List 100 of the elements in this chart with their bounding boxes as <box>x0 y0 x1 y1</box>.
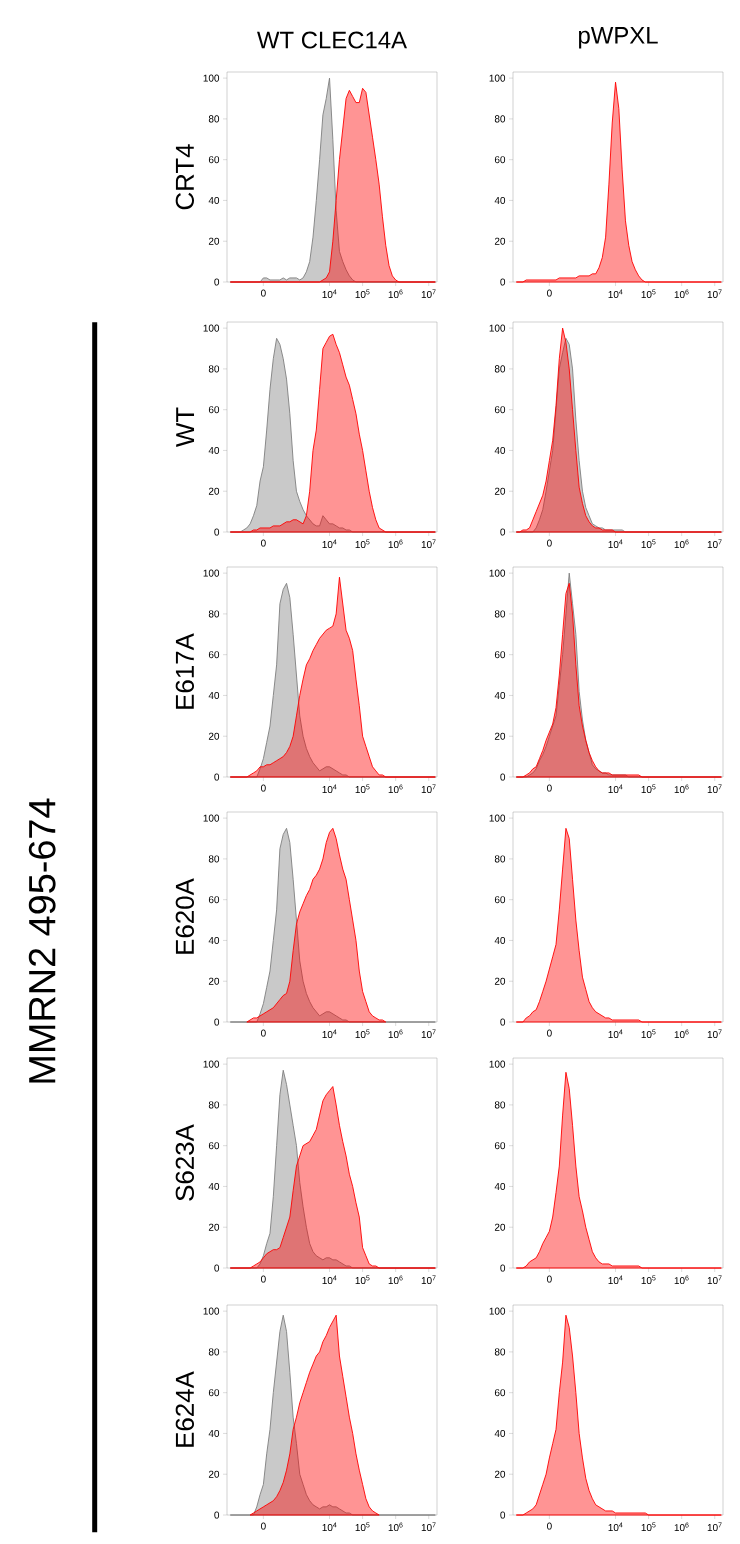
y-tick-label: 100 <box>489 324 506 332</box>
x-tick-label: 10$^{5}$ <box>355 784 370 794</box>
y-tick-label: 100 <box>203 74 220 82</box>
y-tick-label: 60 <box>208 896 220 904</box>
y-tick-label: 60 <box>208 156 220 164</box>
x-tick-label: 10$^{5}$ <box>641 784 656 794</box>
x-tick-label: 10$^{7}$ <box>421 289 436 299</box>
x-tick-label: 10$^{7}$ <box>707 1029 722 1039</box>
y-axis-title: S623A <box>175 1124 195 1201</box>
y-tick-label: 20 <box>208 487 220 495</box>
text: MMRN2 495-674 <box>28 798 56 1083</box>
x-tick-label: 10$^{6}$ <box>674 289 689 299</box>
y-tick-label: 80 <box>208 855 220 863</box>
y-tick-label: 60 <box>494 1389 506 1397</box>
x-tick-label: 0 <box>547 1275 552 1283</box>
y-tick-label: 0 <box>500 773 506 781</box>
x-tick-label: 10$^{5}$ <box>641 1522 656 1532</box>
x-tick-label: 10$^{6}$ <box>388 289 403 299</box>
y-tick-label: 60 <box>494 406 506 414</box>
y-tick-label: 60 <box>494 1142 506 1150</box>
y-tick-label: 100 <box>489 814 506 822</box>
y-tick-label: 0 <box>500 1511 506 1519</box>
x-tick-label: 10$^{6}$ <box>674 539 689 549</box>
y-axis-title: E617A <box>175 633 195 709</box>
y-axis-title: WT <box>176 407 195 448</box>
x-tick-label: 10$^{6}$ <box>388 1275 403 1285</box>
x-tick-label: 10$^{5}$ <box>641 1275 656 1285</box>
x-tick-label: 10$^{7}$ <box>421 784 436 794</box>
y-tick-label: 80 <box>208 610 220 618</box>
y-tick-label: 0 <box>214 1018 220 1026</box>
x-tick-label: 10$^{6}$ <box>674 1275 689 1285</box>
x-tick-label: 0 <box>547 289 552 297</box>
y-tick-label: 100 <box>489 1307 506 1315</box>
x-tick-label: 10$^{7}$ <box>421 1522 436 1532</box>
y-tick-label: 40 <box>494 691 506 699</box>
x-tick-label: 10$^{4}$ <box>608 1522 623 1532</box>
y-tick-label: 40 <box>494 1429 506 1437</box>
x-tick-label: 10$^{5}$ <box>641 1029 656 1039</box>
x-tick-label: 10$^{7}$ <box>707 1522 722 1532</box>
x-tick-label: 0 <box>261 289 266 297</box>
y-tick-label: 40 <box>208 691 220 699</box>
x-tick-label: 10$^{5}$ <box>641 539 656 549</box>
x-tick-label: 10$^{7}$ <box>707 289 722 299</box>
y-tick-label: 80 <box>494 1101 506 1109</box>
x-tick-label: 10$^{7}$ <box>707 784 722 794</box>
y-tick-label: 60 <box>208 406 220 414</box>
y-tick-label: 100 <box>203 324 220 332</box>
y-tick-label: 0 <box>214 1511 220 1519</box>
y-tick-label: 0 <box>214 773 220 781</box>
y-tick-label: 40 <box>208 1182 220 1190</box>
x-tick-label: 10$^{4}$ <box>608 1275 623 1285</box>
x-tick-label: 0 <box>547 784 552 792</box>
x-tick-label: 10$^{5}$ <box>355 1275 370 1285</box>
x-tick-label: 10$^{7}$ <box>421 1029 436 1039</box>
x-tick-label: 0 <box>261 539 266 547</box>
y-tick-label: 100 <box>489 1060 506 1068</box>
y-tick-label: 40 <box>494 446 506 454</box>
y-tick-label: 80 <box>494 1348 506 1356</box>
x-tick-label: 10$^{4}$ <box>608 289 623 299</box>
x-tick-label: 10$^{4}$ <box>322 289 337 299</box>
y-tick-label: 80 <box>494 365 506 373</box>
x-tick-label: 0 <box>547 539 552 547</box>
x-tick-label: 0 <box>261 1029 266 1037</box>
x-tick-label: 0 <box>547 1029 552 1037</box>
y-tick-label: 20 <box>208 237 220 245</box>
y-tick-label: 20 <box>494 732 506 740</box>
y-tick-label: 60 <box>208 1389 220 1397</box>
y-tick-label: 60 <box>208 651 220 659</box>
y-tick-label: 20 <box>494 237 506 245</box>
x-tick-label: 10$^{4}$ <box>322 1522 337 1532</box>
y-tick-label: 20 <box>494 1470 506 1478</box>
y-tick-label: 80 <box>208 1348 220 1356</box>
x-tick-label: 10$^{7}$ <box>707 1275 722 1285</box>
y-tick-label: 100 <box>489 74 506 82</box>
y-tick-label: 40 <box>494 1182 506 1190</box>
chart-title: pWPXL <box>579 27 658 49</box>
x-tick-label: 10$^{4}$ <box>322 784 337 794</box>
y-tick-label: 100 <box>203 814 220 822</box>
y-tick-label: 60 <box>208 1142 220 1150</box>
x-tick-label: 10$^{6}$ <box>674 1522 689 1532</box>
x-tick-label: 10$^{4}$ <box>322 1275 337 1285</box>
x-tick-label: 10$^{7}$ <box>707 539 722 549</box>
x-tick-label: 10$^{6}$ <box>388 784 403 794</box>
y-axis-title: E624A <box>175 1371 195 1447</box>
x-tick-label: 0 <box>261 1275 266 1283</box>
y-tick-label: 80 <box>208 115 220 123</box>
y-tick-label: 40 <box>494 196 506 204</box>
y-tick-label: 40 <box>208 936 220 944</box>
y-tick-label: 100 <box>203 1307 220 1315</box>
y-axis-title: CRT4 <box>175 144 195 210</box>
y-tick-label: 80 <box>208 365 220 373</box>
y-tick-label: 20 <box>494 1223 506 1231</box>
x-tick-label: 0 <box>261 784 266 792</box>
y-tick-label: 20 <box>208 1470 220 1478</box>
x-tick-label: 10$^{5}$ <box>355 539 370 549</box>
y-tick-label: 0 <box>500 278 506 286</box>
x-tick-label: 0 <box>261 1522 266 1530</box>
x-tick-label: 10$^{6}$ <box>388 1522 403 1532</box>
x-tick-label: 10$^{6}$ <box>388 1029 403 1039</box>
x-tick-label: 10$^{6}$ <box>674 1029 689 1039</box>
